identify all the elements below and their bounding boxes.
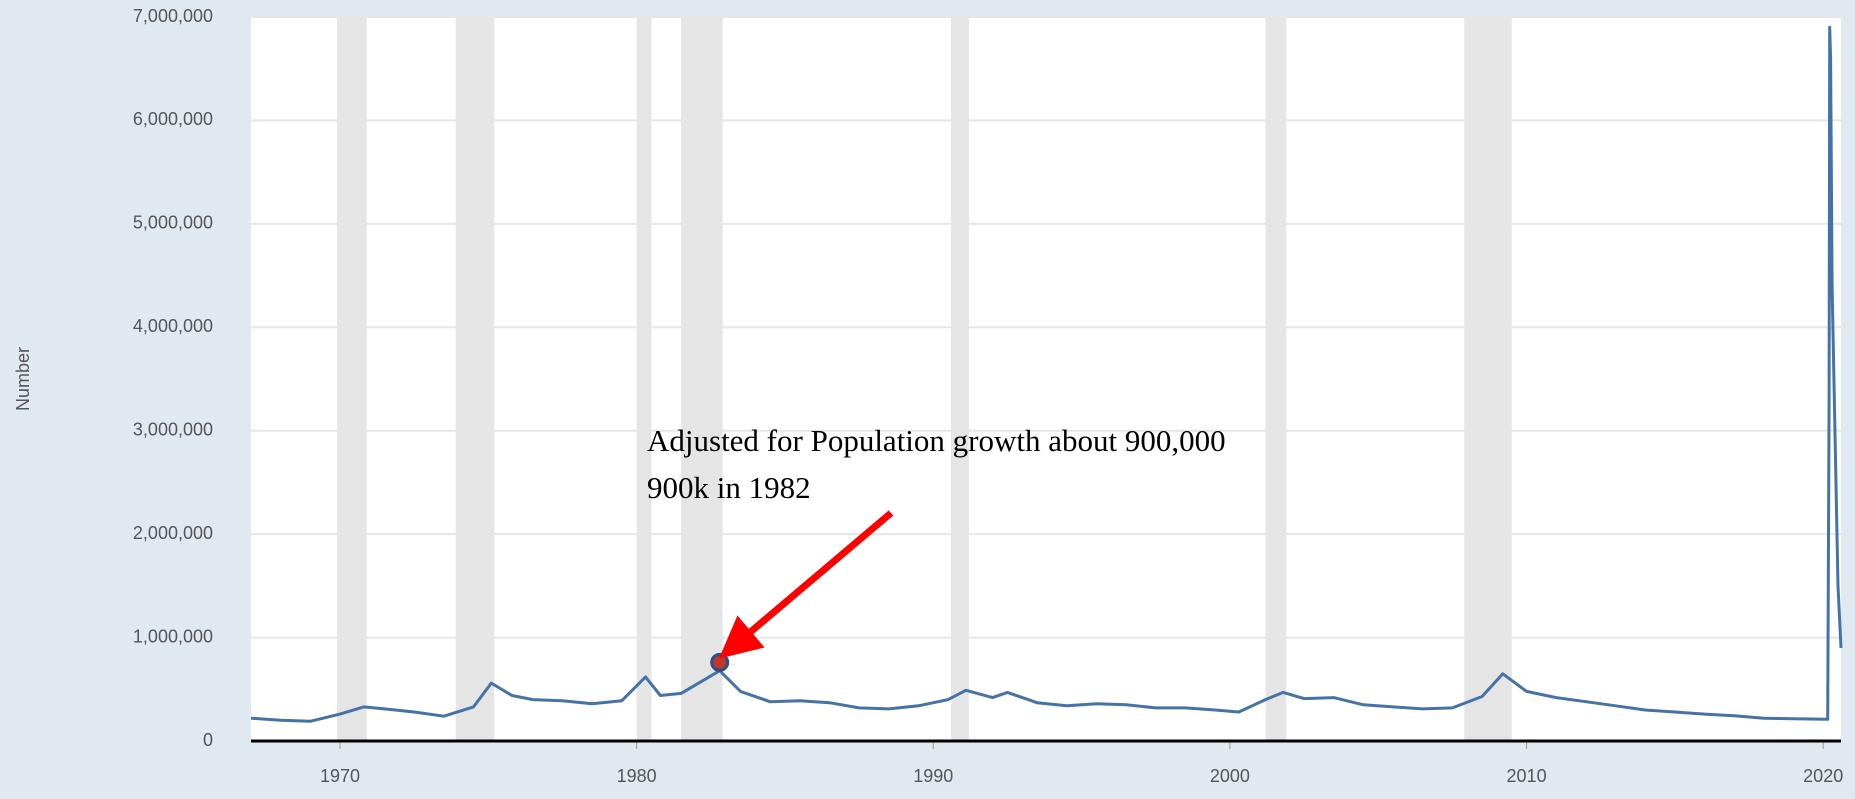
- recession-band: [951, 17, 969, 741]
- y-tick-label: 3,000,000: [133, 419, 213, 439]
- annotation-point: [710, 652, 730, 672]
- recession-band: [455, 17, 495, 741]
- x-tick-label: 2010: [1507, 766, 1547, 786]
- x-tick-label: 1980: [617, 766, 657, 786]
- y-tick-label: 1,000,000: [133, 626, 213, 646]
- annotation-text: Adjusted for Population growth about 900…: [647, 423, 1226, 458]
- recession-band: [337, 17, 367, 741]
- data-line: [250, 25, 1843, 723]
- y-tick-label: 7,000,000: [133, 6, 213, 26]
- x-tick-label: 1990: [913, 766, 953, 786]
- x-tick-label: 1970: [320, 766, 360, 786]
- annotation-arrow: [718, 510, 894, 659]
- recession-band: [681, 17, 723, 741]
- recession-band: [1265, 17, 1287, 741]
- y-tick-label: 0: [203, 730, 213, 750]
- y-axis-label: Number: [13, 347, 33, 411]
- x-tick-label: 2000: [1210, 766, 1250, 786]
- y-tick-label: 2,000,000: [133, 523, 213, 543]
- recession-band: [636, 17, 652, 741]
- y-tick-label: 4,000,000: [133, 316, 213, 336]
- y-tick-label: 6,000,000: [133, 109, 213, 129]
- annotation-text: 900k in 1982: [647, 470, 811, 505]
- y-tick-label: 5,000,000: [133, 213, 213, 233]
- plot-area: [251, 17, 1841, 741]
- recession-band: [1464, 17, 1512, 741]
- x-tick-label: 2020: [1803, 766, 1843, 786]
- plot-layer: 0 1,000,000 2,000,000 3,000,000 4,000,000 5,0…: [133, 6, 1843, 786]
